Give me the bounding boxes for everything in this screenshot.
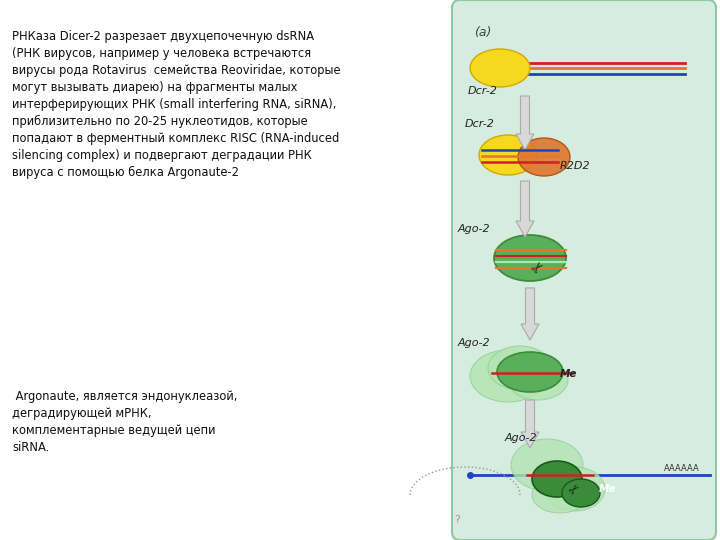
Ellipse shape — [532, 477, 588, 513]
FancyBboxPatch shape — [452, 0, 716, 540]
Ellipse shape — [508, 360, 568, 400]
Text: Ago-2: Ago-2 — [458, 224, 490, 234]
Text: РНКаза Dicer-2 разрезает двухцепочечную dsRNA
(РНК вирусов, например у человека : РНКаза Dicer-2 разрезает двухцепочечную … — [12, 30, 341, 179]
Text: Dcr-2: Dcr-2 — [468, 86, 498, 96]
Text: ✂: ✂ — [566, 480, 584, 498]
FancyArrow shape — [521, 288, 539, 340]
Text: Ago-2: Ago-2 — [458, 338, 490, 348]
Text: R2D2: R2D2 — [560, 161, 590, 171]
FancyArrow shape — [516, 181, 534, 237]
Text: ✂: ✂ — [528, 258, 548, 278]
Text: Argonaute, является эндонуклеазой,
деградирующей мРНК,
комплементарные ведущей ц: Argonaute, является эндонуклеазой, дегра… — [12, 390, 238, 454]
Text: ?: ? — [454, 515, 460, 525]
Ellipse shape — [497, 352, 563, 392]
Ellipse shape — [494, 235, 566, 281]
Ellipse shape — [562, 479, 600, 507]
FancyArrow shape — [521, 400, 539, 448]
Text: Me: Me — [560, 369, 577, 379]
FancyArrow shape — [516, 96, 534, 150]
Text: Me: Me — [599, 484, 616, 494]
Text: (a): (a) — [474, 26, 491, 39]
Text: Ago-2: Ago-2 — [505, 433, 538, 443]
Ellipse shape — [470, 350, 546, 402]
Text: Dcr-2: Dcr-2 — [465, 119, 495, 129]
Ellipse shape — [470, 49, 530, 87]
Ellipse shape — [479, 135, 537, 175]
Ellipse shape — [532, 461, 582, 497]
Ellipse shape — [545, 467, 605, 511]
Ellipse shape — [511, 439, 583, 491]
Ellipse shape — [488, 346, 552, 390]
Text: AAAAAA: AAAAAA — [665, 464, 700, 473]
Ellipse shape — [518, 138, 570, 176]
